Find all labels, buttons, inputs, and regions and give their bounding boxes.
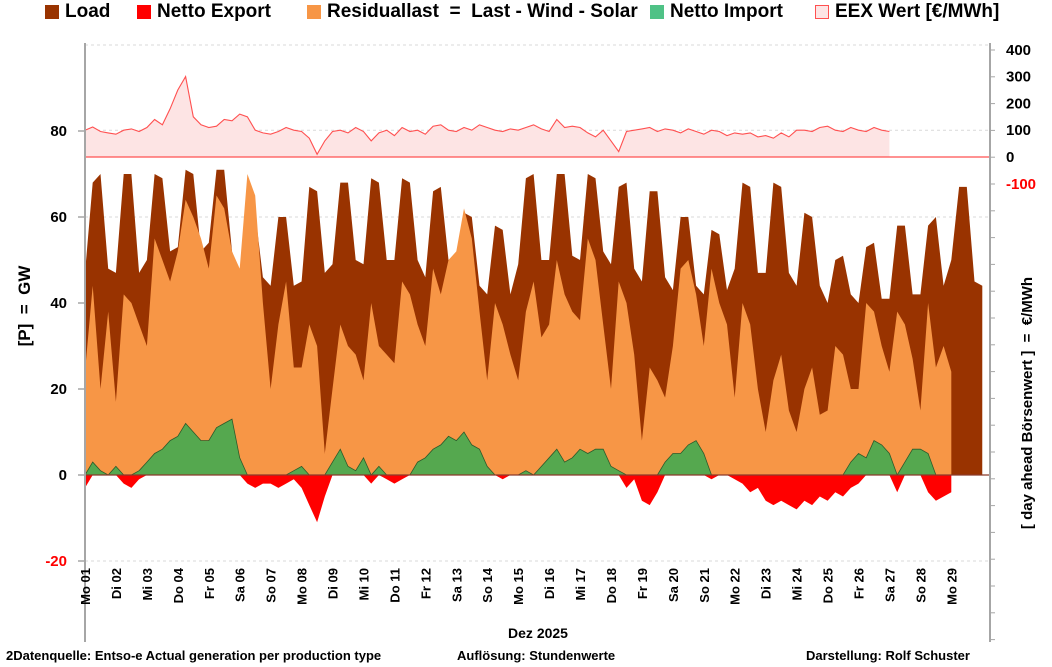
x-tick-label: Mo 01 [78, 568, 93, 605]
x-tick-label: So 07 [264, 568, 279, 603]
x-tick-label: Sa 27 [882, 568, 897, 602]
y-tick-label: 80 [50, 123, 67, 140]
legend-label-netto-import: Netto Import [670, 1, 783, 22]
series-areas [84, 75, 990, 523]
x-tick-label: Di 23 [759, 568, 774, 599]
legend-label-netto-export: Netto Export [157, 1, 271, 22]
legend-item-load: Load [45, 1, 110, 23]
legend-label-eex: EEX Wert [€/MWh] [835, 1, 1000, 22]
x-tick-label: Fr 19 [635, 568, 650, 599]
x-tick-label: Mi 10 [357, 568, 372, 601]
x-tick-label: Sa 20 [666, 568, 681, 602]
legend-label-load: Load [65, 1, 111, 22]
footer-source: 2Datenquelle: Entso-e Actual generation … [6, 648, 382, 663]
y-axis-title: [P] = GW [15, 265, 34, 347]
legend-swatch-eex [815, 5, 829, 19]
residuallast-area [85, 174, 952, 475]
legend-swatch-netto-export [137, 5, 151, 19]
x-axis-title: Dez 2025 [508, 625, 568, 641]
footer-resolution: Auflösung: Stundenwerte [457, 648, 616, 663]
x-tick-label: Mi 03 [140, 568, 155, 601]
eex-price-area [85, 76, 890, 157]
legend-item-netto-import: Netto Import [650, 1, 783, 23]
x-tick-label: Mo 29 [944, 568, 959, 605]
y-tick-label: 60 [50, 209, 67, 226]
eex-price-line [84, 75, 890, 156]
x-tick-label: Sa 06 [233, 568, 248, 602]
y-tick-label: 20 [50, 381, 67, 398]
x-tick-label: Mi 17 [573, 568, 588, 601]
y-right-tick-label: 0 [1006, 149, 1014, 166]
x-tick-label: So 28 [913, 568, 928, 603]
y-tick-label: -20 [45, 553, 67, 570]
y-tick-label: 0 [59, 467, 67, 484]
x-tick-label: Mi 24 [790, 567, 805, 600]
footer-author: Darstellung: Rolf Schuster [806, 648, 970, 663]
x-tick-label: Di 16 [542, 568, 557, 599]
legend-swatch-load [45, 5, 59, 19]
y-right-tick-label: 300 [1006, 69, 1031, 86]
x-tick-label: Do 04 [171, 567, 186, 603]
chart-legend: Load Netto Export Residuallast = Last - … [0, 0, 1052, 28]
x-tick-label: Do 18 [604, 568, 619, 603]
x-tick-label: Di 02 [109, 568, 124, 599]
x-tick-label: Do 25 [821, 568, 836, 603]
x-tick-label: Sa 13 [449, 568, 464, 602]
y-tick-label: 40 [50, 295, 67, 312]
x-tick-label: Di 09 [326, 568, 341, 599]
legend-item-residuallast: Residuallast = Last - Wind - Solar [307, 1, 638, 23]
netto-export-area [85, 475, 952, 523]
legend-swatch-residuallast [307, 5, 321, 19]
x-tick-label: Fr 05 [202, 568, 217, 599]
x-tick-label: Fr 26 [852, 568, 867, 599]
x-tick-label: Mo 08 [295, 568, 310, 605]
axes: -20 0 20 40 60 80 -100 0 100 200 300 400 Mo 01 Di 02 M… [45, 42, 1036, 642]
legend-item-netto-export: Netto Export [137, 1, 271, 23]
x-tick-label: Do 11 [387, 568, 402, 603]
y-right-tick-label: 400 [1006, 42, 1031, 59]
y-right-tick-label: -100 [1006, 176, 1036, 193]
legend-item-eex: EEX Wert [€/MWh] [815, 1, 999, 23]
x-tick-label: Mo 15 [511, 568, 526, 605]
y-right-tick-label: 200 [1006, 95, 1031, 112]
legend-swatch-netto-import [650, 5, 664, 19]
y-right-tick-label: 100 [1006, 122, 1031, 139]
x-tick-label: So 14 [480, 567, 495, 602]
x-tick-label: So 21 [697, 568, 712, 603]
legend-label-residuallast: Residuallast = Last - Wind - Solar [327, 1, 638, 22]
x-tick-label: Fr 12 [418, 568, 433, 599]
x-tick-label: Mo 22 [728, 568, 743, 605]
y-axis-right-title: [ day ahead Börsenwert ] = €/MWh [1019, 277, 1036, 529]
